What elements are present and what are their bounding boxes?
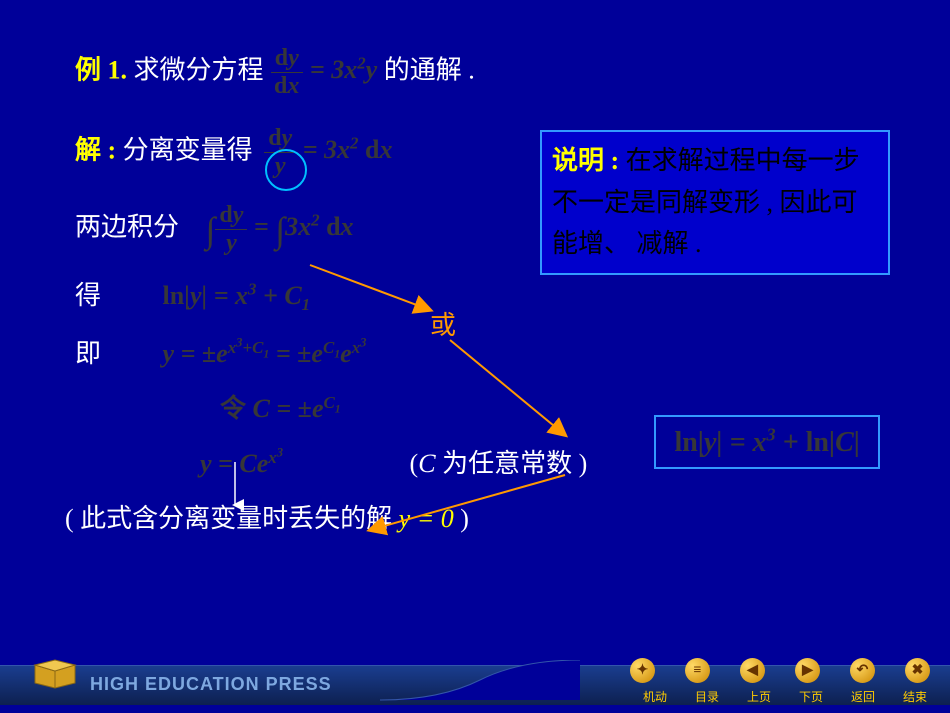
integrate-label: 两边积分 [75,212,179,241]
arrow-from-result [355,465,580,545]
nav-prev-button[interactable]: ◀ [740,658,765,683]
explanation-box: 说明 : 在求解过程中每一步不一定是同解变形 , 因此可能增、 减解 . [540,130,890,275]
example-label: 例 1. [75,55,127,84]
nav-end-label: 结束 [900,688,930,705]
nav-anim-label: 机动 [640,688,670,705]
nav-buttons: ✦ ≡ ◀ ▶ ↶ ✖ [630,658,930,683]
nav-labels: 机动 目录 上页 下页 返回 结束 [640,688,930,705]
nav-next-label: 下页 [796,688,826,705]
nav-back-label: 返回 [848,688,878,705]
example-title: 例 1. 求微分方程 dydx = 3x2y 的通解 . [75,45,875,100]
eq4: ln|y| = x3 + C1 [163,281,311,310]
eq2: dyy = 3x2 dx [264,135,392,164]
separate-text: 分离变量得 [116,135,253,164]
book-icon [30,653,80,695]
eq1: dydx = 3x2y [270,55,384,84]
solution-label: 解 : [75,135,116,164]
eq5a: y = ±ex3+C1 = ±eC1ex3 [163,339,367,368]
nav-end-button[interactable]: ✖ [905,658,930,683]
title-suffix: 的通解 . [384,55,475,84]
nav-anim-button[interactable]: ✦ [630,658,655,683]
title-text: 求微分方程 [127,55,264,84]
nav-next-button[interactable]: ▶ [795,658,820,683]
ie-label: 即 [75,339,101,368]
arrow-to-result [370,330,580,460]
get-label: 得 [75,281,101,310]
nav-toc-label: 目录 [692,688,722,705]
get-line: 得 ln|y| = x3 + C1 [75,275,875,315]
result-box: ln|y| = x3 + ln|C| [654,415,880,469]
inset-label: 说明 : [552,146,619,175]
footer-brand: HIGH EDUCATION PRESS [90,674,332,695]
eq5b: 令 C = ±eC1 [220,394,341,423]
nav-toc-button[interactable]: ≡ [685,658,710,683]
footer-curve [380,660,580,705]
nav-back-button[interactable]: ↶ [850,658,875,683]
down-arrow-icon [225,460,245,515]
footer: HIGH EDUCATION PRESS ✦ ≡ ◀ ▶ ↶ ✖ 机动 目录 上… [0,653,950,713]
nav-prev-label: 上页 [744,688,774,705]
eq3: ∫dyy = ∫3x2 dx [206,212,354,241]
arrow-to-or-1 [300,255,450,325]
